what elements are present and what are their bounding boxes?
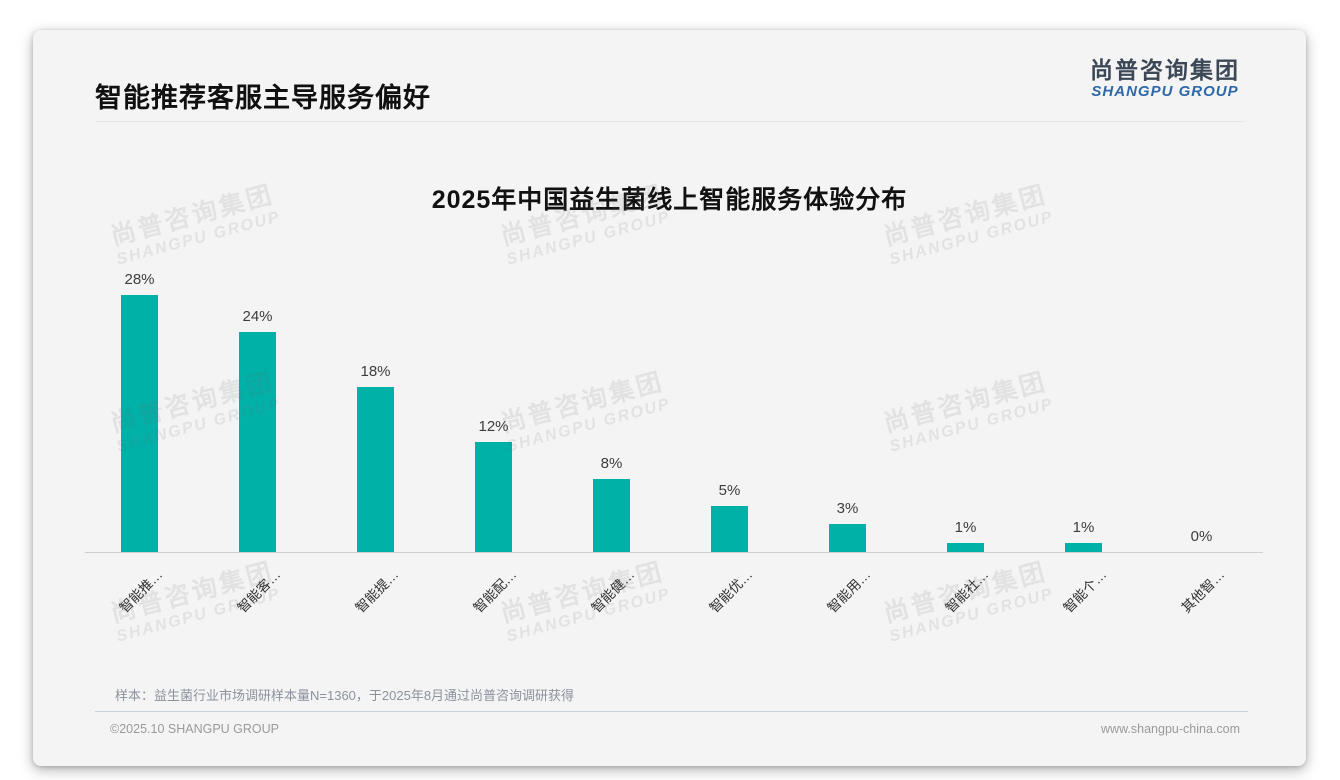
footer-divider	[95, 711, 1248, 712]
x-axis-label: 智能个…	[1060, 566, 1109, 616]
x-axis-label: 智能提…	[352, 566, 401, 616]
chart-bar	[711, 506, 748, 552]
x-axis-label: 智能用…	[824, 566, 873, 616]
bar-value-label: 5%	[718, 482, 741, 499]
x-axis-label: 智能社…	[942, 566, 991, 616]
x-axis-label: 智能推…	[116, 566, 165, 616]
watermark: 尚普咨询集团 SHANGPU GROUP	[880, 180, 1056, 269]
x-axis-label: 智能优…	[706, 566, 755, 616]
sample-note: 样本：益生菌行业市场调研样本量N=1360，于2025年8月通过尚普咨询调研获得	[115, 688, 575, 703]
x-axis-line	[85, 552, 1263, 553]
watermark: 尚普咨询集团 SHANGPU GROUP	[497, 367, 673, 456]
chart-bar	[593, 479, 630, 552]
x-axis-label: 智能客…	[234, 566, 283, 616]
bar-value-label: 8%	[600, 455, 623, 472]
bar-value-label: 1%	[954, 519, 977, 536]
bar-value-label: 28%	[124, 271, 155, 288]
page-title: 智能推荐客服主导服务偏好	[95, 83, 431, 113]
bar-value-label: 12%	[478, 418, 509, 435]
slide-card: 智能推荐客服主导服务偏好 尚普咨询集团 SHANGPU GROUP 2025年中…	[33, 30, 1306, 766]
bar-value-label: 0%	[1190, 528, 1213, 545]
logo-english-text: SHANGPU GROUP	[1091, 83, 1239, 101]
chart-bar	[947, 543, 984, 552]
watermark: 尚普咨询集团 SHANGPU GROUP	[107, 180, 283, 269]
watermark-chinese-text: 尚普咨询集团	[880, 367, 1051, 439]
chart-bar	[829, 524, 866, 552]
header-divider	[95, 121, 1245, 122]
watermark-english-text: SHANGPU GROUP	[887, 208, 1056, 269]
watermark-english-text: SHANGPU GROUP	[887, 395, 1056, 456]
chart-bar	[475, 442, 512, 552]
website-url: www.shangpu-china.com	[1101, 722, 1240, 736]
watermark-english-text: SHANGPU GROUP	[504, 208, 673, 269]
bar-value-label: 1%	[1072, 519, 1095, 536]
bar-value-label: 3%	[836, 500, 859, 517]
watermark-english-text: SHANGPU GROUP	[114, 208, 283, 269]
x-axis-label: 智能配…	[470, 566, 519, 616]
company-logo: 尚普咨询集团 SHANGPU GROUP	[1090, 57, 1240, 101]
copyright-text: ©2025.10 SHANGPU GROUP	[110, 722, 279, 736]
chart-bar	[121, 295, 158, 552]
watermark-chinese-text: 尚普咨询集团	[880, 180, 1051, 252]
watermark: 尚普咨询集团 SHANGPU GROUP	[497, 180, 673, 269]
watermark: 尚普咨询集团 SHANGPU GROUP	[880, 367, 1056, 456]
chart-plot: 28% 智能推… 24% 智能客… 18% 智能提… 12% 智能配… 8% 智能健… 5% 智能优……	[33, 30, 1306, 766]
bar-value-label: 24%	[242, 308, 273, 325]
watermark-chinese-text: 尚普咨询集团	[497, 180, 668, 252]
x-axis-label: 智能健…	[588, 566, 637, 616]
chart-bar	[357, 387, 394, 552]
chart-bar	[239, 332, 276, 552]
chart-bar	[1065, 543, 1102, 552]
watermark-chinese-text: 尚普咨询集团	[107, 180, 278, 252]
chart-title: 2025年中国益生菌线上智能服务体验分布	[431, 186, 908, 214]
logo-chinese-text: 尚普咨询集团	[1090, 57, 1240, 83]
x-axis-label: 其他智…	[1178, 566, 1227, 616]
bar-value-label: 18%	[360, 363, 391, 380]
